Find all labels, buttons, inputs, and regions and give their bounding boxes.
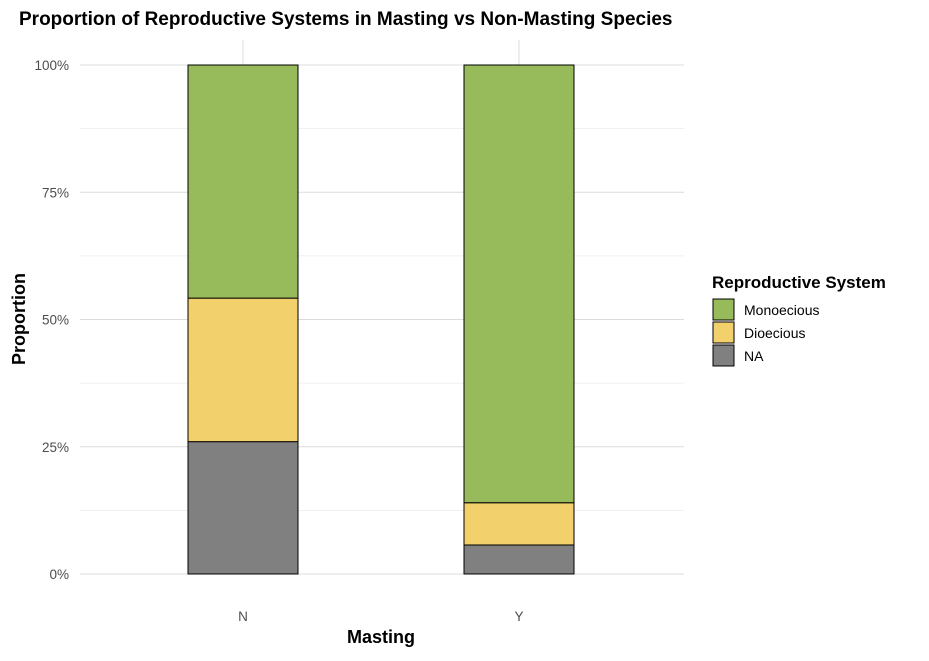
- bar-segment-na-n: [187, 441, 299, 575]
- y-tick-label: 100%: [34, 58, 69, 73]
- bar-segment-monoecious-n: [187, 64, 299, 299]
- legend: Reproductive System Monoecious Dioecious N…: [712, 273, 886, 367]
- legend-label-monoecious: Monoecious: [744, 302, 820, 318]
- y-axis: 0% 25% 50% 75% 100%: [34, 58, 69, 582]
- x-axis-title: Masting: [347, 627, 415, 647]
- y-tick-label: 25%: [42, 440, 69, 455]
- grid-layer: [80, 40, 684, 575]
- x-tick-label: N: [238, 609, 248, 624]
- legend-label-na: NA: [744, 348, 764, 364]
- legend-key-na: [712, 344, 735, 367]
- legend-key-monoecious: [712, 298, 735, 321]
- bar-segment-dioecious-y: [463, 502, 575, 546]
- chart-title: Proportion of Reproductive Systems in Ma…: [19, 9, 673, 30]
- bar-segment-monoecious-y: [463, 64, 575, 504]
- y-tick-label: 0%: [49, 567, 69, 582]
- x-tick-label: Y: [514, 609, 523, 624]
- y-tick-label: 75%: [42, 185, 69, 200]
- legend-title: Reproductive System: [712, 273, 886, 292]
- bar-segment-na-y: [463, 544, 575, 575]
- bar-segment-dioecious-n: [187, 297, 299, 443]
- legend-label-dioecious: Dioecious: [744, 325, 805, 341]
- y-axis-title: Proportion: [9, 273, 29, 365]
- bars-layer: [187, 64, 575, 575]
- legend-items: Monoecious Dioecious NA: [712, 298, 820, 367]
- legend-key-dioecious: [712, 321, 735, 344]
- y-tick-label: 50%: [42, 313, 69, 328]
